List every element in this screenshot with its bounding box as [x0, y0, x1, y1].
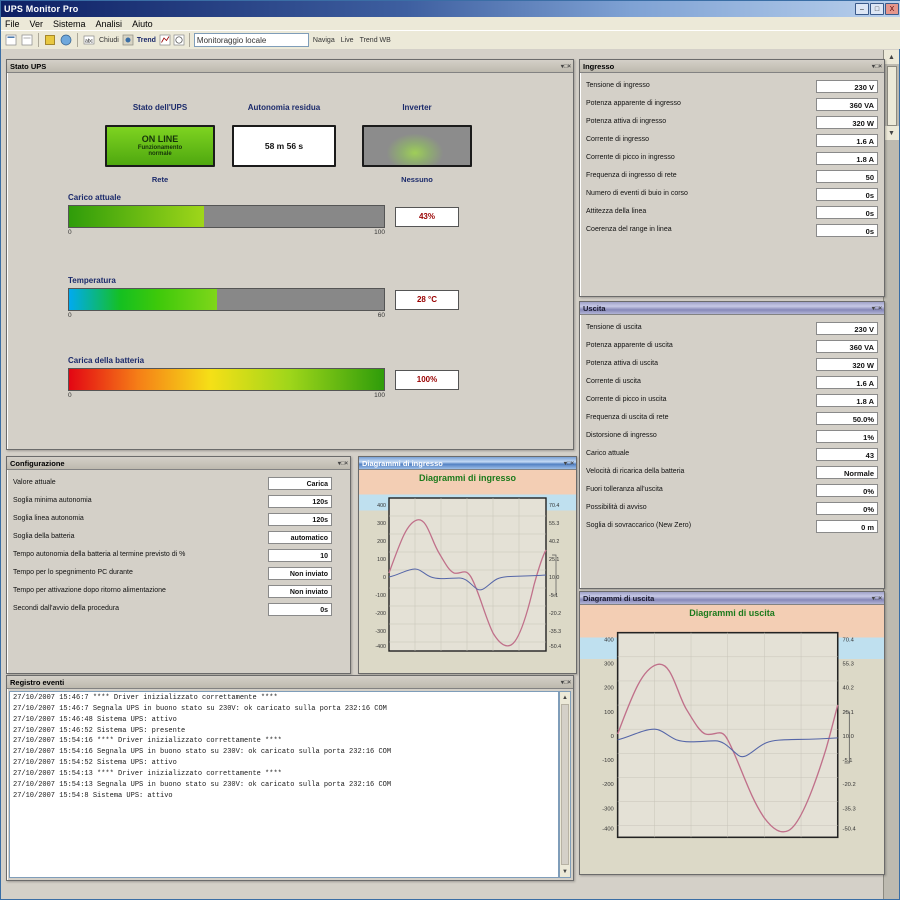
svg-text:-200: -200 — [375, 611, 386, 617]
svg-text:10.0: 10.0 — [549, 575, 559, 581]
svg-text:-200: -200 — [602, 782, 614, 788]
svg-text:400: 400 — [604, 637, 614, 643]
svg-text:-5.1: -5.1 — [549, 593, 558, 599]
svg-text:300: 300 — [377, 521, 386, 527]
svg-text:-300: -300 — [602, 806, 614, 812]
svg-text:100: 100 — [604, 710, 614, 716]
svg-text:-400: -400 — [375, 644, 386, 650]
svg-text:-50.4: -50.4 — [843, 827, 857, 833]
svg-text:25.1: 25.1 — [843, 710, 854, 716]
svg-text:200: 200 — [604, 686, 614, 692]
svg-text:300: 300 — [604, 661, 614, 667]
svg-text:0: 0 — [383, 575, 386, 581]
svg-text:abc: abc — [85, 39, 94, 45]
svg-text:70.4: 70.4 — [549, 503, 559, 509]
svg-text:25.1: 25.1 — [549, 557, 559, 563]
svg-text:-100: -100 — [375, 593, 386, 599]
svg-text:-35.3: -35.3 — [843, 806, 856, 812]
svg-text:-20.2: -20.2 — [843, 782, 856, 788]
svg-text:-50.4: -50.4 — [549, 644, 561, 650]
svg-text:-300: -300 — [375, 629, 386, 635]
svg-text:10.0: 10.0 — [843, 734, 854, 740]
svg-text:40.2: 40.2 — [843, 686, 854, 692]
svg-text:400: 400 — [377, 503, 386, 509]
svg-text:55.3: 55.3 — [843, 661, 854, 667]
svg-text:100: 100 — [377, 557, 386, 563]
svg-text:70.4: 70.4 — [843, 637, 855, 643]
svg-text:200: 200 — [377, 539, 386, 545]
svg-text:-100: -100 — [602, 758, 614, 764]
svg-text:55.3: 55.3 — [549, 521, 559, 527]
svg-text:40.2: 40.2 — [549, 539, 559, 545]
svg-text:-35.3: -35.3 — [549, 629, 561, 635]
svg-text:-400: -400 — [602, 827, 614, 833]
svg-text:-20.2: -20.2 — [549, 611, 561, 617]
svg-text:0: 0 — [611, 734, 614, 740]
